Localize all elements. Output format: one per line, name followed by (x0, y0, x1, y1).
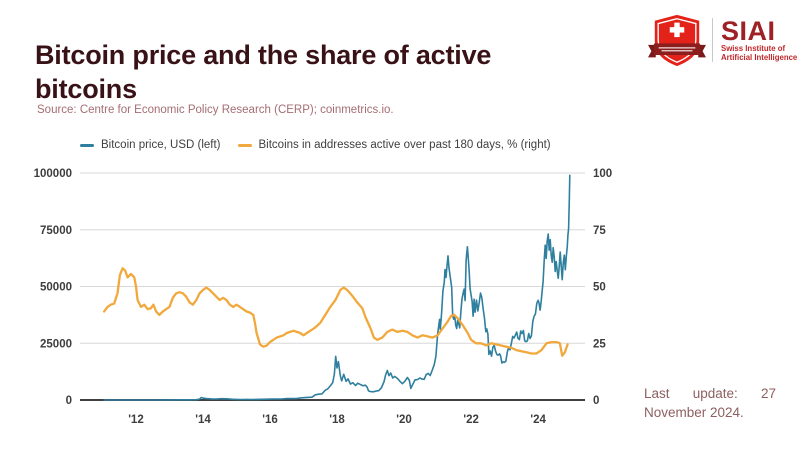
y-right-tick-label: 0 (593, 395, 599, 407)
x-tick-label: '22 (463, 414, 479, 426)
x-tick-label: '24 (530, 414, 546, 426)
logo-text: SIAI Swiss Institute of Artificial Intel… (721, 16, 798, 63)
siai-logo: SIAI Swiss Institute of Artificial Intel… (648, 12, 797, 68)
x-tick-label: '18 (329, 414, 345, 426)
y-right-tick-label: 75 (593, 225, 606, 237)
y-left-tick-label: 75000 (40, 225, 72, 237)
price-series-line (103, 174, 571, 401)
page-title: Bitcoin price and the share of active bi… (35, 40, 492, 105)
y-left-tick-label: 0 (66, 395, 72, 407)
x-tick-label: '20 (396, 414, 412, 426)
logo-divider (712, 18, 713, 62)
y-left-tick-label: 100000 (34, 168, 72, 180)
activity-series-label: Bitcoins in addresses active over past 1… (258, 139, 551, 151)
logo-org-line1: Swiss Institute of (721, 44, 786, 53)
activity-series-line (102, 267, 569, 357)
price-series-swatch (80, 143, 94, 147)
swiss-shield-icon (648, 14, 706, 67)
y-left-tick-label: 50000 (40, 282, 72, 294)
x-tick-label: '12 (128, 414, 144, 426)
x-tick-label: '16 (262, 414, 278, 426)
x-tick-label: '14 (195, 414, 211, 426)
price-series-label: Bitcoin price, USD (left) (101, 139, 221, 151)
y-right-tick-label: 100 (593, 168, 612, 180)
y-right-tick-label: 50 (593, 282, 606, 294)
chart-legend: Bitcoin price, USD (left) Bitcoins in ad… (80, 139, 551, 151)
logo-org-line2: Artificial Intelligence (721, 53, 798, 62)
activity-series-swatch (237, 143, 252, 147)
y-right-tick-label: 25 (593, 338, 606, 350)
last-update-note: Last update: 27 November 2024. (644, 386, 776, 420)
source-note: Source: Centre for Economic Policy Resea… (37, 104, 394, 116)
y-left-tick-label: 25000 (40, 338, 72, 350)
bitcoin-line-chart: 0 0 25000 25 50000 50 75000 75 100000 100 '12 '14 '1… (34, 168, 613, 426)
logo-acronym: SIAI (721, 16, 776, 46)
